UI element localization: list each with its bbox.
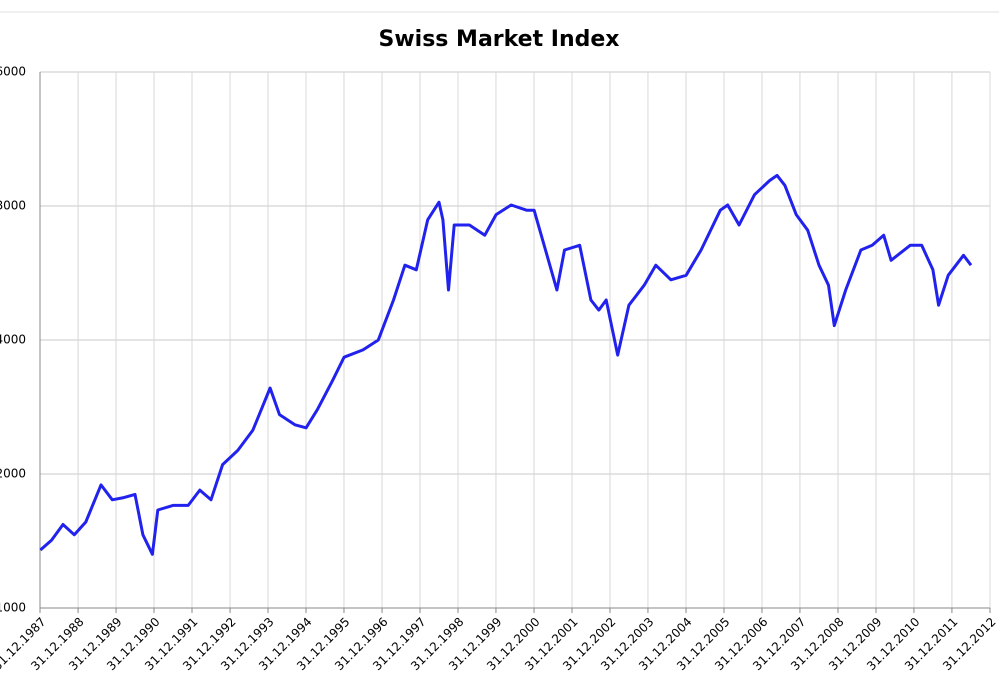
series-line [39,173,973,556]
chart-title: Swiss Market Index [379,27,620,52]
y-tick-label: 8000 [0,199,26,213]
y-tick-label: 4000 [0,333,26,347]
y-tick-label: 2000 [0,467,26,481]
y-tick-label: 16000 [0,65,26,79]
y-tick-label: 1000 [0,601,26,615]
